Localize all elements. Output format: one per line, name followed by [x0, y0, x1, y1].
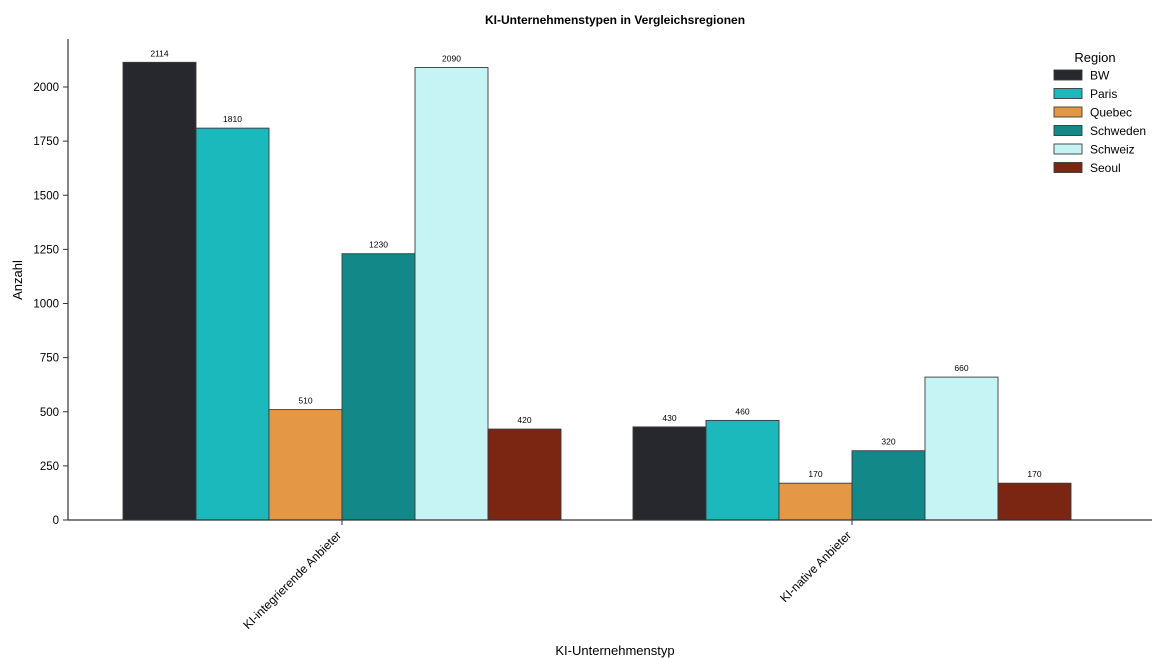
bar-value-label: 320 [881, 437, 895, 447]
x-tick-label: KI-native Anbieter [777, 528, 854, 605]
legend-label-paris: Paris [1090, 87, 1117, 101]
legend-label-quebec: Quebec [1090, 106, 1132, 120]
y-tick-label: 1750 [33, 136, 59, 148]
y-tick-label: 2000 [33, 82, 59, 94]
y-tick-label: 250 [40, 461, 59, 473]
bar-quebec-native [778, 482, 853, 521]
bar-schweiz-integrierende [414, 67, 489, 521]
legend-label-schweiz: Schweiz [1090, 143, 1135, 157]
y-tick-label: 0 [53, 515, 59, 527]
bar-value-label: 170 [808, 469, 822, 479]
legend-label-schweden: Schweden [1090, 124, 1146, 138]
legend-swatch-quebec [1053, 106, 1083, 118]
bar-value-label: 420 [517, 415, 531, 425]
legend: Region BW Paris Quebec Schweden Schweiz Seoul [1053, 50, 1146, 175]
x-tick-label: KI-integrierende Anbieter [240, 528, 344, 632]
bar-schweden-native [851, 450, 926, 521]
bar-seoul-native [997, 482, 1072, 521]
bar-value-label: 660 [954, 363, 968, 373]
y-tick-label: 750 [40, 353, 59, 365]
legend-swatch-schweiz [1053, 143, 1083, 155]
bar-schweden-integrierende [341, 253, 416, 521]
chart-title: KI-Unternehmenstypen in Vergleichsregion… [485, 13, 745, 27]
bar-value-label: 510 [298, 396, 312, 406]
bar-paris-native [705, 419, 780, 521]
legend-swatch-seoul [1053, 162, 1083, 173]
y-tick-label: 1500 [33, 190, 59, 202]
legend-swatch-schweden [1053, 125, 1083, 136]
legend-label-bw: BW [1090, 69, 1110, 83]
bar-seoul-integrierende [487, 428, 562, 521]
legend-label-seoul: Seoul [1090, 161, 1121, 175]
bar-labels-group: 2114 1810 510 1230 2090 420 430 460 170 320 660 170 [150, 48, 1042, 479]
bar-paris-integrierende [195, 127, 270, 521]
y-tick-label: 1000 [33, 299, 59, 311]
bar-value-label: 430 [662, 413, 676, 423]
bar-value-label: 2090 [442, 54, 461, 64]
bar-schweiz-native [924, 376, 999, 521]
legend-swatch-bw [1053, 69, 1083, 81]
x-ticks-group: KI-integrierende Anbieter KI-native Anbie… [240, 520, 854, 632]
bar-value-label: 460 [735, 406, 749, 416]
bar-value-label: 1810 [223, 114, 242, 124]
y-ticks-group: 0 250 500 750 1000 1250 1500 1750 2000 [33, 82, 68, 527]
bars-group [122, 61, 1072, 521]
legend-swatch-paris [1053, 88, 1083, 99]
y-tick-label: 1250 [33, 244, 59, 256]
y-tick-label: 500 [40, 407, 59, 419]
bar-bw-native [632, 426, 707, 521]
bar-value-label: 170 [1027, 469, 1041, 479]
bar-value-label: 2114 [150, 48, 169, 58]
y-axis-label: Anzahl [10, 260, 25, 300]
bar-bw-integrierende [122, 61, 197, 521]
legend-title: Region [1074, 50, 1115, 65]
bar-value-label: 1230 [369, 240, 388, 250]
bar-quebec-integrierende [268, 409, 343, 521]
x-axis-label: KI-Unternehmenstyp [555, 643, 674, 658]
